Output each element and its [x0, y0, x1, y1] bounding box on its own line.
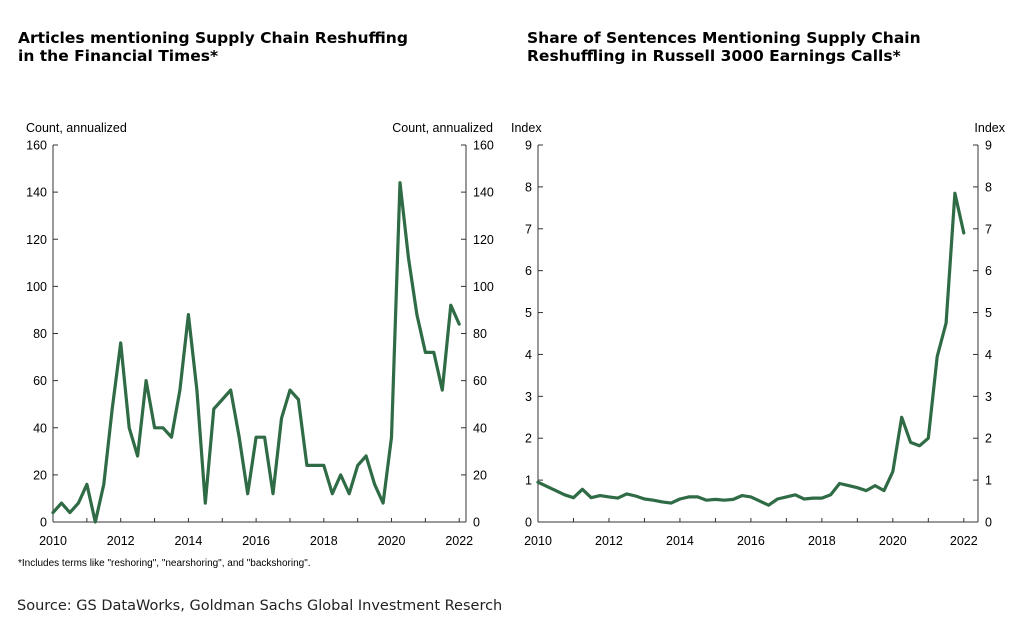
right-chart-ytick-label-left: 0: [525, 516, 532, 530]
left-chart-ytick-label-right: 120: [473, 233, 494, 247]
left-chart-title: Articles mentioning Supply Chain Reshuff…: [18, 29, 408, 65]
right-chart-ytick-label-left: 6: [525, 264, 532, 278]
source-note: Source: GS DataWorks, Goldman Sachs Glob…: [17, 598, 503, 614]
right-chart-ytick-label-left: 2: [525, 432, 532, 446]
right-chart-title: Share of Sentences Mentioning Supply Cha…: [527, 29, 921, 65]
right-chart-ytick-label-left: 5: [525, 306, 532, 320]
left-chart-ytick-label-right: 100: [473, 280, 494, 294]
right-chart-xtick-label: 2012: [595, 534, 623, 548]
left-chart-xtick-label: 2018: [310, 534, 338, 548]
right-chart-ytick-label-right: 5: [985, 306, 992, 320]
right-chart-ytick-label-right: 0: [985, 516, 992, 530]
right-chart-xtick-label: 2022: [950, 534, 978, 548]
left-chart-xtick-label: 2022: [445, 534, 473, 548]
left-chart-xtick-label: 2014: [175, 534, 203, 548]
right-chart-ylabel-left: Index: [511, 121, 542, 135]
right-chart-xtick-label: 2010: [524, 534, 552, 548]
left-chart-ytick-label-right: 80: [473, 327, 487, 341]
right-chart-ytick-label-left: 9: [525, 139, 532, 153]
left-chart-ytick-label-right: 160: [473, 139, 494, 153]
right-chart-xtick-label: 2020: [879, 534, 907, 548]
right-chart-ytick-label-right: 3: [985, 390, 992, 404]
left-chart-ytick-label-right: 40: [473, 421, 487, 435]
right-chart-xtick-label: 2018: [808, 534, 836, 548]
right-chart-series-line-0: [536, 191, 966, 507]
left-chart-ytick-label-left: 40: [33, 421, 47, 435]
left-chart-ytick-label-right: 0: [473, 516, 480, 530]
left-chart-ytick-label-left: 0: [40, 516, 47, 530]
left-chart-ytick-label-left: 60: [33, 374, 47, 388]
left-chart-ytick-label-left: 120: [26, 233, 47, 247]
left-chart-xtick-label: 2012: [107, 534, 135, 548]
right-chart-ytick-label-left: 4: [525, 348, 532, 362]
right-chart-ytick-label-right: 2: [985, 432, 992, 446]
left-chart-ylabel-right: Count, annualized: [392, 121, 493, 135]
right-chart-ytick-label-right: 6: [985, 264, 992, 278]
right-chart-ytick-label-left: 1: [525, 474, 532, 488]
right-chart-ytick-label-left: 8: [525, 180, 532, 194]
footnote: *Includes terms like "reshoring", "nears…: [18, 558, 311, 569]
right-chart-xtick-label: 2016: [737, 534, 765, 548]
left-chart-ytick-label-right: 140: [473, 186, 494, 200]
right-chart-ytick-label-right: 8: [985, 180, 992, 194]
left-chart-ytick-label-right: 20: [473, 468, 487, 482]
right-chart-ytick-label-left: 7: [525, 222, 532, 236]
left-chart-ytick-label-left: 20: [33, 468, 47, 482]
left-chart-xtick-label: 2010: [39, 534, 67, 548]
left-chart-ytick-label-left: 100: [26, 280, 47, 294]
right-chart-ytick-label-right: 4: [985, 348, 992, 362]
right-chart-ytick-label-left: 3: [525, 390, 532, 404]
left-chart-ytick-label-left: 160: [26, 139, 47, 153]
right-chart-ylabel-right: Index: [974, 121, 1005, 135]
left-chart-xtick-label: 2016: [242, 534, 270, 548]
right-chart-ytick-label-right: 9: [985, 139, 992, 153]
left-chart-series-line-0: [51, 181, 461, 524]
left-chart-ytick-label-left: 80: [33, 327, 47, 341]
left-chart-ylabel-left: Count, annualized: [26, 121, 127, 135]
right-chart-ytick-label-right: 1: [985, 474, 992, 488]
left-chart-ytick-label-left: 140: [26, 186, 47, 200]
right-chart-xtick-label: 2014: [666, 534, 694, 548]
left-chart-xtick-label: 2020: [378, 534, 406, 548]
left-chart-ytick-label-right: 60: [473, 374, 487, 388]
right-chart-ytick-label-right: 7: [985, 222, 992, 236]
